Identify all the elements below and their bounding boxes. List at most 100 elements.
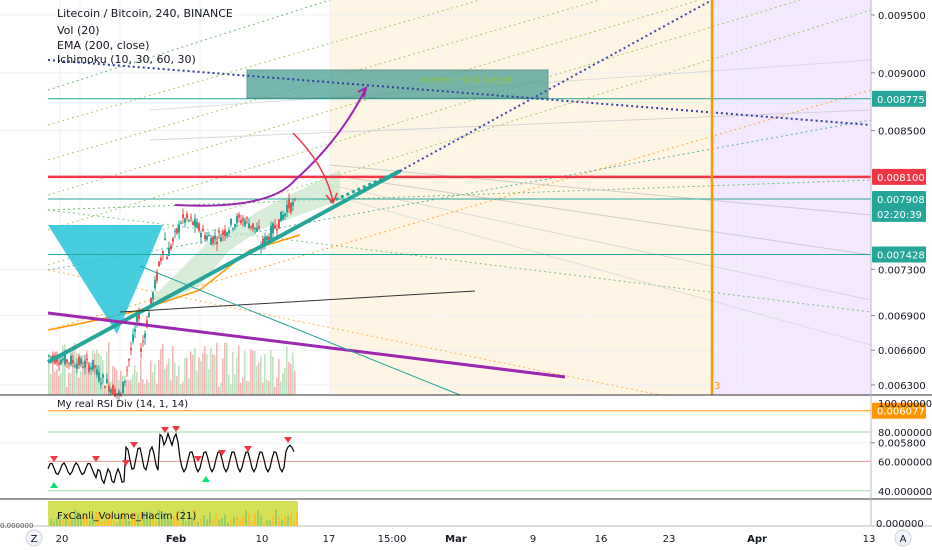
candle-body <box>120 393 122 395</box>
candle-body <box>284 213 286 217</box>
time-tick-label: Apr <box>747 534 767 545</box>
volume-bar <box>48 356 50 395</box>
bearish-divergence-marker <box>218 450 226 456</box>
fan-line <box>47 209 872 313</box>
volume-bar <box>56 369 58 395</box>
volume-oscillator-bar <box>230 519 232 526</box>
time-zoom-button[interactable] <box>25 529 43 547</box>
candle-body <box>204 235 206 240</box>
candle-body <box>136 315 138 322</box>
neckline[interactable] <box>119 290 476 313</box>
price-badge <box>872 246 926 263</box>
volume-oscillator-bar <box>188 511 190 526</box>
candle-body <box>102 374 104 378</box>
volume-oscillator-bar <box>197 521 199 526</box>
volume-oscillator-bar <box>89 520 91 526</box>
fan-line <box>47 9 872 266</box>
candle-body <box>230 218 232 225</box>
volume-bar <box>100 356 102 395</box>
inverse-head-shoulders-shape[interactable] <box>48 225 163 334</box>
volume-oscillator-bar <box>53 521 55 526</box>
volume-bar <box>140 356 142 395</box>
volume-bar <box>58 375 60 395</box>
candle-body <box>280 211 282 222</box>
candle-body <box>274 224 276 229</box>
volume-bar <box>168 358 170 395</box>
rsi-axis[interactable]: 100.000000 80.000000 60.000000 40.000000 <box>878 399 932 498</box>
candle-body <box>100 382 102 385</box>
volume-bar <box>200 361 202 395</box>
volume-oscillator-bar <box>101 521 103 526</box>
price-tick-label: 0.007300 <box>878 265 926 276</box>
volume-bar <box>230 384 232 395</box>
rsi-tick-label: 80.000000 <box>878 428 932 439</box>
volume-bar <box>208 369 210 395</box>
price-axis[interactable]: 0.009500 0.009000 0.008500 0.007300 0.006900… <box>871 11 926 450</box>
auto-scale-button[interactable] <box>894 529 912 547</box>
volume-bar <box>178 365 180 395</box>
ascending-trendline[interactable] <box>47 169 401 364</box>
candle-body <box>202 228 204 232</box>
volume-bar <box>148 382 150 395</box>
indicator-ema: EMA (200, close) <box>57 39 149 52</box>
trendline-extension[interactable] <box>329 169 401 204</box>
candle-body <box>150 297 152 304</box>
target-label: Inverse H&S target <box>418 75 513 86</box>
volume-oscillator-bar <box>263 521 265 526</box>
volume-oscillator-bar <box>116 522 118 526</box>
key-levels[interactable] <box>48 98 871 412</box>
volume-bar <box>244 351 246 395</box>
price-badge-label: 02:20:39 <box>877 210 922 221</box>
volume-oscillator-bar <box>200 518 202 526</box>
volume-bar <box>52 351 54 395</box>
candle-body <box>104 386 106 389</box>
volume-bar <box>176 375 178 395</box>
price-badge-label: 0.008100 <box>877 173 925 184</box>
volume-bar <box>252 350 254 395</box>
time-tick-label: 23 <box>663 534 676 545</box>
volume-oscillator-bar <box>176 512 178 526</box>
candle-body <box>292 202 294 206</box>
symbol-title: Litecoin / Bitcoin, 240, BINANCE <box>57 7 233 20</box>
volume-bar <box>242 377 244 395</box>
fib-fan-lines <box>47 0 872 396</box>
volume-bar <box>88 361 90 395</box>
projected-path-curve[interactable] <box>174 89 366 207</box>
rsi-line <box>47 431 295 485</box>
bearish-divergence-marker <box>50 456 58 462</box>
indicator-ichimoku: Ichimoku (10, 30, 60, 30) <box>57 53 196 66</box>
volume-oscillator-bar <box>296 511 298 526</box>
candle-body <box>270 225 272 240</box>
volume-bar <box>150 360 152 395</box>
channel-projection[interactable] <box>399 0 713 172</box>
bearish-divergence-marker <box>194 456 202 462</box>
fan-line <box>47 0 331 91</box>
time-tick-label: Mar <box>445 534 467 545</box>
rsi-tick-label: 60.000000 <box>878 457 932 468</box>
candle-body <box>122 381 124 394</box>
candle-body <box>50 356 52 358</box>
volume-oscillator-bar <box>245 510 247 526</box>
candle-body <box>278 219 280 229</box>
volume-axis-tick: 0.000000 <box>876 519 924 530</box>
volume-oscillator-bar <box>86 516 88 526</box>
descending-trendline[interactable] <box>47 311 566 379</box>
volume-bar <box>292 352 294 395</box>
projected-path-arrowhead <box>357 86 368 98</box>
volume-bar <box>154 364 156 395</box>
volume-bar <box>288 362 290 395</box>
pullback-arrow[interactable] <box>292 132 334 202</box>
time-axis[interactable]: 20 Feb 10 17 15:00 Mar 9 16 23 Apr 13 <box>56 534 876 545</box>
volume-bar <box>84 361 86 395</box>
candle-body <box>106 378 108 384</box>
candle-body <box>250 225 252 228</box>
target-rectangle[interactable] <box>246 69 549 99</box>
rsi-panel[interactable] <box>47 426 871 492</box>
candle-body <box>232 228 234 230</box>
volume-bar <box>158 359 160 395</box>
candle-body <box>256 227 258 232</box>
volume-oscillator-bar <box>239 519 241 526</box>
price-badge <box>872 168 926 185</box>
candle-body <box>82 367 84 369</box>
